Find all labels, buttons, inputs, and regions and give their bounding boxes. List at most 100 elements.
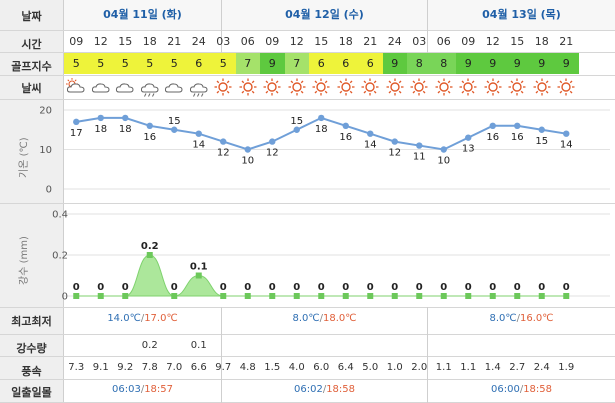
temperature-label: 14 [192, 140, 205, 151]
precipitation-label: 0 [171, 282, 178, 293]
temperature-point [293, 126, 300, 133]
temperature-label: 11 [413, 152, 426, 163]
temperature-chart: 0 10 20 17 18 18 16 15 14 12 10 12 15 18 16 14 12 11 10 13 1… [39, 106, 610, 196]
time-cell: 15 [118, 35, 133, 48]
sun-icon [484, 78, 502, 96]
precip-cell [432, 335, 457, 356]
sun-icon [459, 78, 477, 96]
temperature-label: 15 [290, 116, 303, 127]
sun-icon [312, 78, 330, 96]
cloudy-icon [165, 83, 183, 93]
time-cell: 15 [314, 35, 329, 48]
sun-icon [386, 78, 404, 96]
precip-cell [383, 335, 408, 356]
wind-cell: 7.0 [166, 362, 183, 373]
day-divider [221, 307, 222, 403]
precip-cell [211, 335, 236, 356]
precipitation-point [122, 293, 129, 299]
sun-row-label: 일출일몰 [11, 386, 52, 399]
min-temp: 8.0℃ [489, 313, 517, 324]
precipitation-label: 0 [440, 282, 447, 293]
wind-cell: 2.0 [411, 362, 428, 373]
golf-index-cell: 7 [235, 53, 261, 74]
wind-cell: 1.9 [558, 362, 575, 373]
temperature-label: 16 [339, 132, 352, 143]
precipitation-point [563, 293, 570, 299]
time-cell: 03 [216, 35, 231, 48]
golf-index-cell: 7 [284, 53, 310, 74]
min-max-row-label: 최고최저 [11, 315, 52, 328]
temperature-point [538, 126, 545, 133]
temperature-label: 14 [364, 140, 377, 151]
temperature-label: 13 [462, 144, 475, 155]
temperature-point [146, 122, 153, 129]
row-divider [0, 203, 615, 204]
precipitation-point [293, 293, 300, 299]
time-row-label: 시간 [21, 38, 42, 51]
sunrise-time: 06:03 [111, 384, 141, 395]
temperature-point [367, 130, 374, 137]
precipitation-point [440, 293, 447, 299]
precip-cell [358, 335, 383, 356]
precipitation-point [538, 293, 545, 299]
min-max-day3: 8.0℃/16.0℃ [489, 313, 554, 324]
precipitation-point [514, 293, 521, 299]
golf-index-cell: 6 [186, 53, 212, 74]
precip-cell [113, 335, 138, 356]
sun-icon [214, 78, 232, 96]
wind-cell: 1.5 [264, 362, 281, 373]
precipitation-point [367, 293, 374, 299]
row-divider [0, 99, 615, 100]
golf-index-cell: 5 [64, 53, 90, 74]
precipitation-label: 0 [367, 282, 374, 293]
rain-icon [140, 83, 159, 97]
temperature-point [220, 138, 227, 145]
temperature-label: 10 [437, 156, 450, 167]
temperature-label: 15 [168, 116, 181, 127]
rain-icon [189, 83, 208, 97]
sun-icon [263, 78, 281, 96]
temperature-point [195, 130, 202, 137]
row-divider [0, 30, 615, 31]
temperature-label: 12 [266, 148, 279, 159]
wind-cell: 2.4 [533, 362, 550, 373]
golf-index-cell: 9 [505, 53, 531, 74]
precipitation-point [195, 272, 202, 279]
golf-index-cell: 5 [211, 53, 237, 74]
wind-cell: 7.8 [141, 362, 158, 373]
precipitation-point [220, 293, 227, 299]
wind-cell: 6.4 [337, 362, 354, 373]
weather-row-label: 날씨 [21, 82, 42, 95]
sun-times-day3: 06:00/18:58 [490, 384, 553, 395]
max-temp: 18.0℃ [323, 313, 357, 324]
precipitation-point [465, 293, 472, 299]
sun-icon [435, 78, 453, 96]
row-divider [0, 52, 615, 53]
precipitation-label: 0 [538, 282, 545, 293]
sun-icon [239, 78, 257, 96]
precipitation-point [416, 293, 423, 299]
wind-cell: 6.6 [190, 362, 207, 373]
golf-index-cell: 5 [162, 53, 188, 74]
golf-index-cell: 9 [554, 53, 580, 74]
sunset-time: 18:58 [326, 384, 356, 395]
precipitation-label: 0 [269, 282, 276, 293]
sun-icon [533, 78, 551, 96]
y-tick-label: 0 [46, 185, 52, 196]
temperature-point [269, 138, 276, 145]
precipitation-point [171, 293, 178, 299]
sunrise-time: 06:02 [293, 384, 323, 395]
wind-cell: 6.0 [313, 362, 330, 373]
date-header-day3: 04월 13일 (목) [428, 0, 615, 30]
precipitation-point [391, 293, 398, 299]
temperature-axis-title: 기온 (℃) [19, 137, 30, 178]
row-divider [0, 356, 615, 357]
precipitation-label: 0 [122, 282, 129, 293]
sun-times-day1: 06:03/18:57 [111, 384, 174, 395]
y-tick-label: 0.2 [52, 251, 68, 262]
precipitation-point [318, 293, 325, 299]
temperature-point [465, 134, 472, 141]
precipitation-point [342, 293, 349, 299]
temperature-label: 16 [511, 132, 524, 143]
